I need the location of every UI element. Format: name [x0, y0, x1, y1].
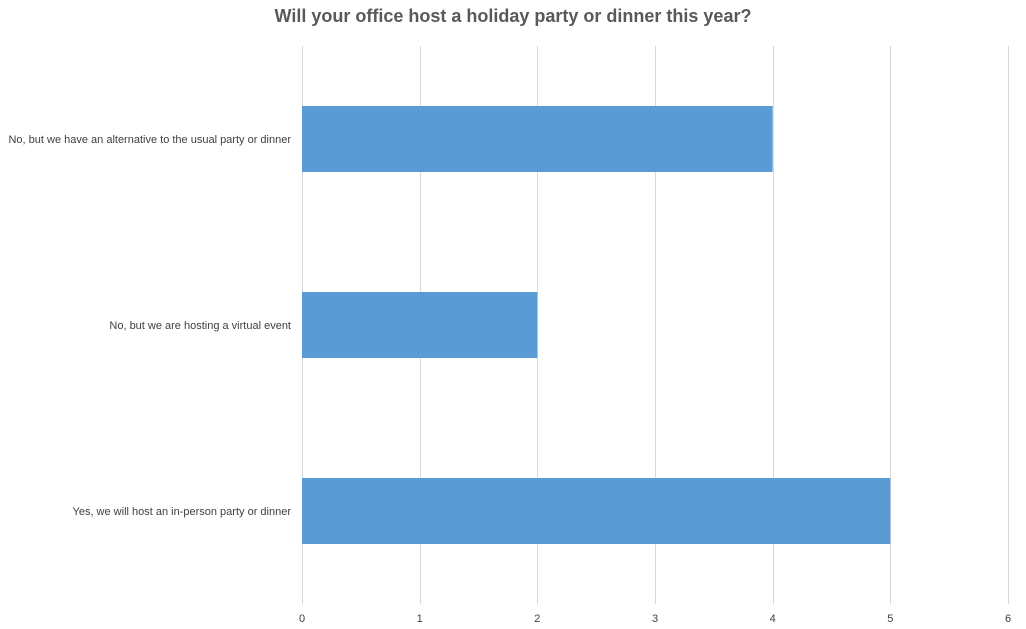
x-tick-label: 2	[534, 613, 540, 625]
x-tick-labels: 0 1 2 3 4 5 6	[299, 613, 1011, 625]
chart-title: Will your office host a holiday party or…	[274, 6, 752, 26]
category-label: Yes, we will host an in-person party or …	[73, 506, 292, 518]
x-tick-label: 5	[887, 613, 893, 625]
bar	[302, 106, 773, 172]
bar	[302, 292, 538, 358]
category-label: No, but we have an alternative to the us…	[8, 134, 291, 146]
x-tick-label: 1	[417, 613, 423, 625]
x-tick-label: 0	[299, 613, 305, 625]
bars	[302, 106, 891, 544]
bar	[302, 478, 891, 544]
x-tick-label: 4	[770, 613, 776, 625]
category-labels: No, but we have an alternative to the us…	[8, 134, 291, 518]
x-tick-label: 3	[652, 613, 658, 625]
category-label: No, but we are hosting a virtual event	[109, 320, 291, 332]
x-tick-label: 6	[1005, 613, 1011, 625]
